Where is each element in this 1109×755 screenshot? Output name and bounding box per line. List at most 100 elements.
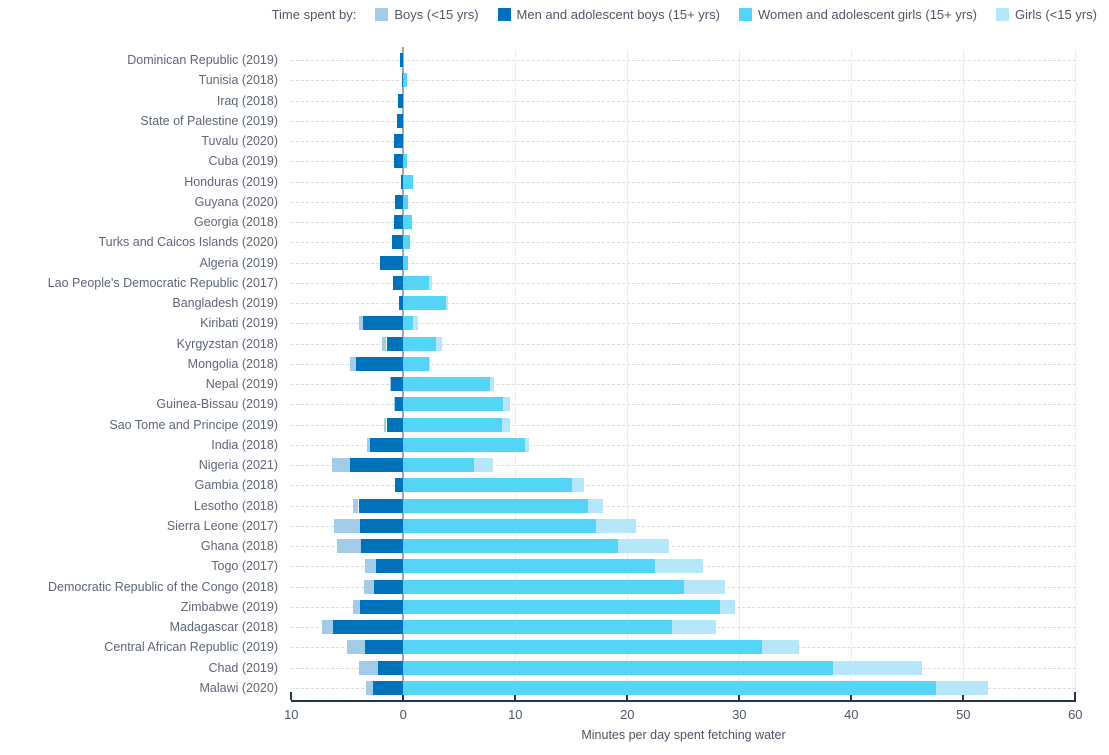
bar-segment-men[interactable] (398, 296, 404, 311)
bar-segment-men[interactable] (359, 518, 404, 533)
bar-segment-women[interactable] (403, 397, 503, 412)
bar-segment-girls[interactable] (761, 640, 799, 655)
bar-segment-girls[interactable] (936, 680, 988, 695)
bar-segment-women[interactable] (403, 296, 446, 311)
bar-segment-boys[interactable] (382, 336, 387, 351)
bar-segment-girls[interactable] (672, 620, 716, 635)
bar-segment-women[interactable] (403, 316, 414, 331)
bar-segment-boys[interactable] (358, 660, 378, 675)
bar-segment-women[interactable] (403, 559, 656, 574)
bar-segment-men[interactable] (396, 113, 404, 128)
bar-segment-girls[interactable] (445, 296, 449, 311)
bar-segment-boys[interactable] (347, 640, 366, 655)
bar-segment-women[interactable] (403, 599, 721, 614)
bar-segment-women[interactable] (403, 478, 573, 493)
bar-segment-women[interactable] (403, 255, 408, 270)
bar-segment-girls[interactable] (618, 539, 669, 554)
bar-segment-men[interactable] (399, 53, 404, 68)
legend-item-boys[interactable]: Boys (<15 yrs) (375, 7, 479, 22)
bar-segment-women[interactable] (403, 356, 430, 371)
legend-item-girls[interactable]: Girls (<15 yrs) (996, 7, 1097, 22)
bar-segment-women[interactable] (403, 194, 408, 209)
bar-segment-boys[interactable] (358, 316, 363, 331)
bar-segment-men[interactable] (386, 417, 404, 432)
bar-segment-women[interactable] (403, 113, 405, 128)
bar-segment-women[interactable] (403, 377, 490, 392)
bar-segment-men[interactable] (395, 397, 404, 412)
bar-segment-men[interactable] (374, 579, 404, 594)
bar-segment-women[interactable] (403, 154, 407, 169)
bar-segment-women[interactable] (403, 437, 526, 452)
bar-segment-women[interactable] (403, 518, 596, 533)
bar-segment-women[interactable] (403, 458, 474, 473)
bar-segment-men[interactable] (390, 377, 404, 392)
bar-segment-women[interactable] (403, 73, 407, 88)
bar-segment-women[interactable] (403, 53, 405, 68)
bar-segment-boys[interactable] (365, 559, 377, 574)
bar-segment-girls[interactable] (525, 437, 529, 452)
bar-segment-boys[interactable] (337, 539, 361, 554)
bar-segment-men[interactable] (358, 498, 404, 513)
bar-segment-men[interactable] (395, 478, 404, 493)
bar-segment-men[interactable] (360, 539, 404, 554)
bar-segment-boys[interactable] (389, 377, 391, 392)
bar-segment-boys[interactable] (366, 680, 374, 695)
bar-segment-men[interactable] (394, 154, 404, 169)
bar-segment-boys[interactable] (352, 599, 360, 614)
bar-segment-girls[interactable] (684, 579, 725, 594)
bar-segment-men[interactable] (379, 255, 404, 270)
bar-segment-women[interactable] (403, 660, 834, 675)
bar-segment-boys[interactable] (384, 417, 387, 432)
bar-segment-men[interactable] (359, 599, 404, 614)
bar-segment-girls[interactable] (429, 275, 433, 290)
bar-segment-men[interactable] (376, 559, 404, 574)
bar-segment-men[interactable] (402, 73, 404, 88)
bar-segment-boys[interactable] (394, 397, 396, 412)
bar-segment-boys[interactable] (331, 458, 350, 473)
bar-segment-men[interactable] (386, 336, 404, 351)
bar-segment-women[interactable] (403, 134, 405, 149)
bar-segment-girls[interactable] (833, 660, 922, 675)
bar-segment-men[interactable] (365, 640, 404, 655)
bar-segment-women[interactable] (403, 498, 589, 513)
bar-segment-girls[interactable] (595, 518, 637, 533)
bar-segment-girls[interactable] (588, 498, 603, 513)
bar-segment-men[interactable] (356, 356, 404, 371)
bar-segment-women[interactable] (403, 417, 502, 432)
bar-segment-girls[interactable] (413, 316, 418, 331)
bar-segment-girls[interactable] (502, 397, 510, 412)
bar-segment-women[interactable] (403, 215, 413, 230)
bar-segment-women[interactable] (403, 275, 430, 290)
bar-segment-girls[interactable] (429, 356, 431, 371)
bar-segment-men[interactable] (349, 458, 404, 473)
bar-segment-men[interactable] (395, 194, 404, 209)
bar-segment-women[interactable] (403, 174, 414, 189)
bar-segment-men[interactable] (394, 134, 404, 149)
bar-segment-girls[interactable] (572, 478, 584, 493)
bar-segment-boys[interactable] (321, 620, 333, 635)
bar-segment-boys[interactable] (364, 579, 375, 594)
legend-item-men[interactable]: Men and adolescent boys (15+ yrs) (497, 7, 720, 22)
bar-segment-girls[interactable] (473, 458, 493, 473)
bar-segment-men[interactable] (377, 660, 404, 675)
bar-segment-girls[interactable] (655, 559, 704, 574)
bar-segment-boys[interactable] (333, 518, 360, 533)
bar-segment-boys[interactable] (352, 498, 359, 513)
bar-segment-women[interactable] (403, 539, 619, 554)
bar-segment-women[interactable] (403, 235, 411, 250)
bar-segment-men[interactable] (397, 93, 404, 108)
bar-segment-women[interactable] (403, 640, 762, 655)
bar-segment-men[interactable] (332, 620, 404, 635)
bar-segment-women[interactable] (403, 680, 937, 695)
bar-segment-men[interactable] (369, 437, 404, 452)
bar-segment-women[interactable] (403, 620, 673, 635)
bar-segment-men[interactable] (362, 316, 404, 331)
bar-segment-men[interactable] (392, 235, 404, 250)
bar-segment-women[interactable] (403, 579, 685, 594)
bar-segment-boys[interactable] (367, 437, 370, 452)
bar-segment-men[interactable] (401, 174, 404, 189)
bar-segment-men[interactable] (393, 275, 404, 290)
bar-segment-men[interactable] (373, 680, 404, 695)
bar-segment-men[interactable] (394, 215, 404, 230)
bar-segment-girls[interactable] (435, 336, 443, 351)
